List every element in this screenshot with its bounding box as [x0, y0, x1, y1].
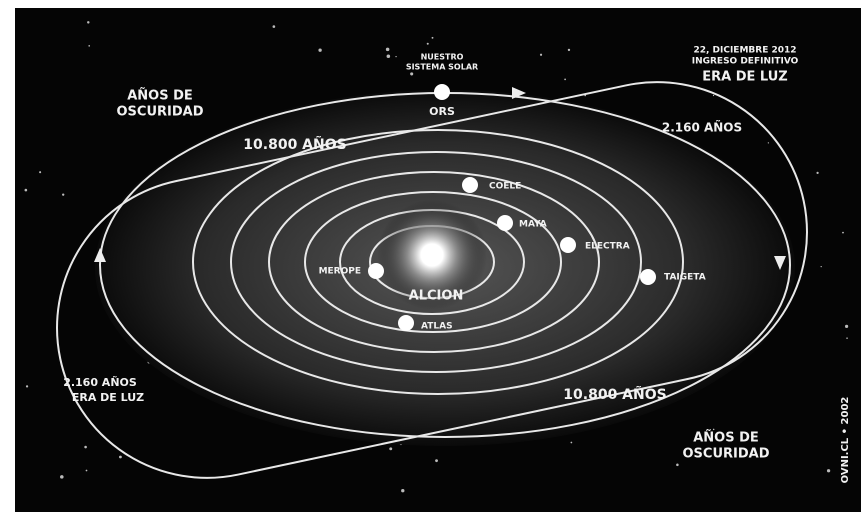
background-star [768, 142, 769, 143]
background-star [387, 54, 391, 58]
caption: SISTEMA SOLAR [406, 63, 478, 72]
ors-label: ORS [429, 105, 455, 118]
caption: NUESTRO [421, 53, 464, 62]
background-star [401, 489, 404, 492]
background-star [540, 54, 542, 56]
background-star [845, 325, 848, 328]
background-star [821, 266, 822, 267]
region-label: 10.800 AÑOS [243, 136, 346, 153]
region-label: 2.160 AÑOS [63, 376, 137, 389]
region-label: 10.800 AÑOS [563, 386, 666, 403]
background-star [432, 37, 434, 39]
background-star [119, 456, 122, 459]
date: 22, DICIEMBRE 2012 [693, 46, 796, 56]
star-dot [640, 269, 656, 285]
background-star [389, 447, 392, 450]
star-dot [368, 263, 384, 279]
star-label: MEROPE [319, 267, 361, 277]
region-label: ERA DE LUZ [72, 391, 144, 404]
star-dot [398, 315, 414, 331]
subtitle: INGRESO DEFINITIVO [692, 57, 799, 67]
background-star [842, 232, 844, 234]
background-star [564, 78, 566, 80]
background-star [273, 25, 276, 28]
region-label: OSCURIDAD [116, 105, 203, 120]
background-star [318, 49, 321, 52]
background-star [87, 21, 89, 23]
background-star [60, 475, 64, 479]
star-label: MAYA [519, 220, 547, 230]
background-star [386, 48, 390, 52]
diagram: 22, DICIEMBRE 2012 INGRESO DEFINITIVO ER… [0, 0, 861, 512]
credit: OVNI.CL • 2002 [840, 397, 851, 484]
region-label: 2.160 AÑOS [662, 120, 742, 135]
background-star [816, 172, 818, 174]
background-star [25, 189, 28, 192]
background-star [846, 337, 848, 339]
star-dot [462, 177, 478, 193]
background-star [568, 49, 570, 51]
background-star [26, 385, 28, 387]
star-dot [434, 84, 450, 100]
star-dot [497, 215, 513, 231]
background-star [570, 442, 572, 444]
background-star [86, 470, 88, 472]
star-label: ATLAS [421, 322, 453, 332]
background-star [84, 446, 87, 449]
background-star [427, 43, 429, 45]
region-label: OSCURIDAD [682, 447, 769, 462]
background-star [39, 171, 41, 173]
background-star [435, 459, 438, 462]
era-label: ERA DE LUZ [702, 70, 787, 85]
background-star [827, 469, 830, 472]
background-star [410, 72, 413, 75]
sun-label: ALCION [409, 289, 464, 304]
star-label: COELE [489, 182, 521, 192]
background-star [88, 45, 90, 47]
region-label: AÑOS DE [127, 88, 193, 104]
background-star [676, 464, 679, 467]
region-label: AÑOS DE [693, 430, 759, 446]
background-star [713, 95, 714, 96]
star-dot [560, 237, 576, 253]
star-label: ELECTRA [585, 242, 630, 252]
background-star [62, 194, 64, 196]
star-label: TAIGETA [664, 273, 706, 283]
background-star [395, 56, 396, 57]
